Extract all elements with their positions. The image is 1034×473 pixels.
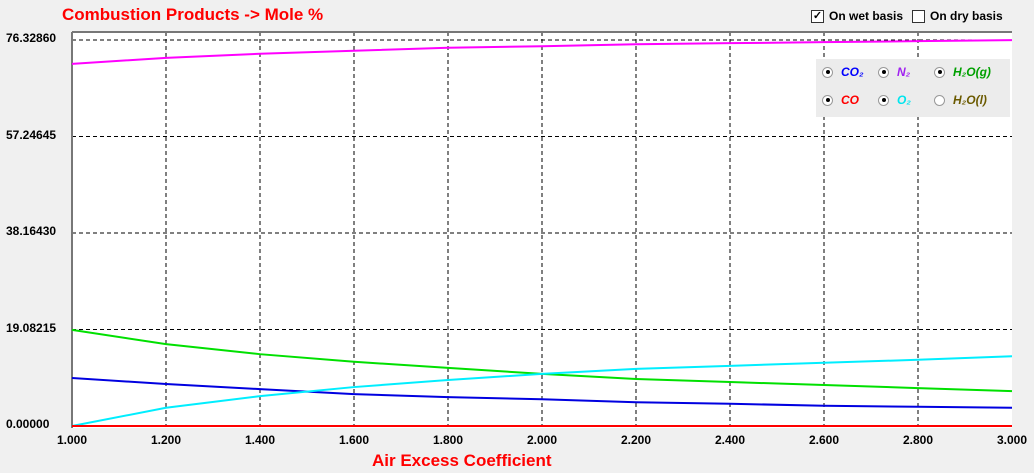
x-tick-label: 1.400 (244, 433, 276, 447)
checkbox-box[interactable] (912, 9, 925, 23)
series-line-n2 (71, 39, 1013, 65)
x-tick-label: 1.200 (150, 433, 182, 447)
legend-label: CO₂ (841, 65, 864, 79)
legend-item[interactable]: CO (822, 93, 859, 107)
legend-label: CO (841, 93, 859, 107)
series-line-o2 (71, 355, 1013, 427)
legend: CO₂ N₂ H₂O(g) CO O₂ H₂O(l) (816, 59, 1010, 117)
x-tick-label: 3.000 (996, 433, 1028, 447)
legend-label: H₂O(l) (953, 93, 987, 107)
radio-button[interactable] (822, 94, 833, 106)
legend-item[interactable]: H₂O(l) (934, 93, 987, 107)
y-tick-label: 0.00000 (6, 417, 50, 431)
y-tick-label: 38.16430 (6, 224, 57, 238)
x-tick-label: 2.200 (620, 433, 652, 447)
radio-button[interactable] (822, 66, 833, 78)
legend-item[interactable]: N₂ (878, 65, 910, 79)
x-tick-label: 2.000 (526, 433, 558, 447)
wet-basis-label: On wet basis (829, 9, 904, 23)
legend-label: N₂ (897, 65, 911, 79)
x-tick-label: 2.600 (808, 433, 840, 447)
checkbox-box[interactable]: ✓ (811, 9, 824, 23)
chart-title: Combustion Products -> Mole % (62, 5, 324, 24)
radio-button[interactable] (878, 94, 889, 106)
legend-item[interactable]: H₂O(g) (934, 65, 991, 79)
radio-button[interactable] (934, 94, 945, 106)
x-axis-label: Air Excess Coefficient (372, 451, 552, 470)
x-tick-label: 1.600 (338, 433, 370, 447)
legend-item[interactable]: O₂ (878, 93, 911, 107)
x-tick-label: 2.400 (714, 433, 746, 447)
x-tick-label: 2.800 (902, 433, 934, 447)
x-tick-label: 1.800 (432, 433, 464, 447)
legend-label: O₂ (897, 93, 911, 107)
radio-button[interactable] (934, 66, 945, 78)
dry-basis-label: On dry basis (930, 9, 1003, 23)
y-tick-label: 19.08215 (6, 320, 57, 335)
dry-basis-checkbox[interactable]: On dry basis (912, 9, 1003, 23)
legend-item[interactable]: CO₂ (822, 65, 864, 79)
y-tick-label: 76.32860 (6, 31, 57, 45)
legend-label: H₂O(g) (953, 65, 991, 79)
series-line-co2 (71, 376, 1013, 409)
x-tick-label: 1.000 (56, 433, 88, 447)
radio-button[interactable] (878, 66, 889, 78)
wet-basis-checkbox[interactable]: ✓ On wet basis (811, 9, 903, 23)
y-tick-label: 57.24645 (6, 127, 57, 142)
